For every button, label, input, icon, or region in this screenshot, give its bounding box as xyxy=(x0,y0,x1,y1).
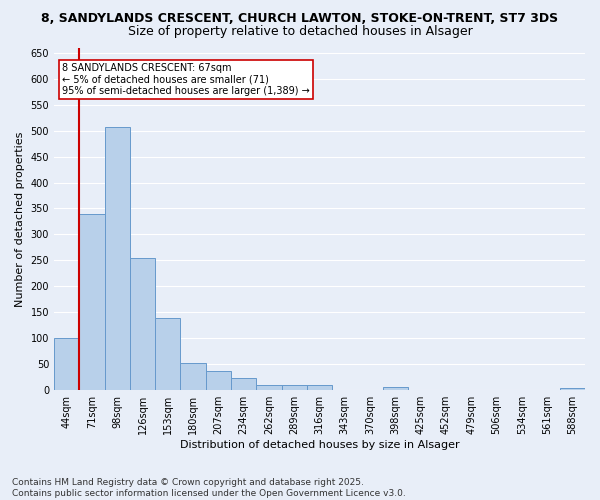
Bar xyxy=(181,362,206,390)
Bar xyxy=(256,385,281,390)
Y-axis label: Number of detached properties: Number of detached properties xyxy=(15,131,25,306)
Bar xyxy=(206,371,231,390)
Text: Contains HM Land Registry data © Crown copyright and database right 2025.
Contai: Contains HM Land Registry data © Crown c… xyxy=(12,478,406,498)
Bar xyxy=(79,214,104,390)
Text: 8 SANDYLANDS CRESCENT: 67sqm
← 5% of detached houses are smaller (71)
95% of sem: 8 SANDYLANDS CRESCENT: 67sqm ← 5% of det… xyxy=(62,63,310,96)
Bar xyxy=(281,385,307,390)
Bar xyxy=(231,378,256,390)
Bar xyxy=(104,127,130,390)
Bar xyxy=(54,338,79,390)
Bar xyxy=(155,318,181,390)
Bar xyxy=(130,258,155,390)
Bar xyxy=(307,385,332,390)
Bar xyxy=(560,388,585,390)
X-axis label: Distribution of detached houses by size in Alsager: Distribution of detached houses by size … xyxy=(180,440,460,450)
Text: 8, SANDYLANDS CRESCENT, CHURCH LAWTON, STOKE-ON-TRENT, ST7 3DS: 8, SANDYLANDS CRESCENT, CHURCH LAWTON, S… xyxy=(41,12,559,26)
Bar xyxy=(383,387,408,390)
Text: Size of property relative to detached houses in Alsager: Size of property relative to detached ho… xyxy=(128,25,472,38)
